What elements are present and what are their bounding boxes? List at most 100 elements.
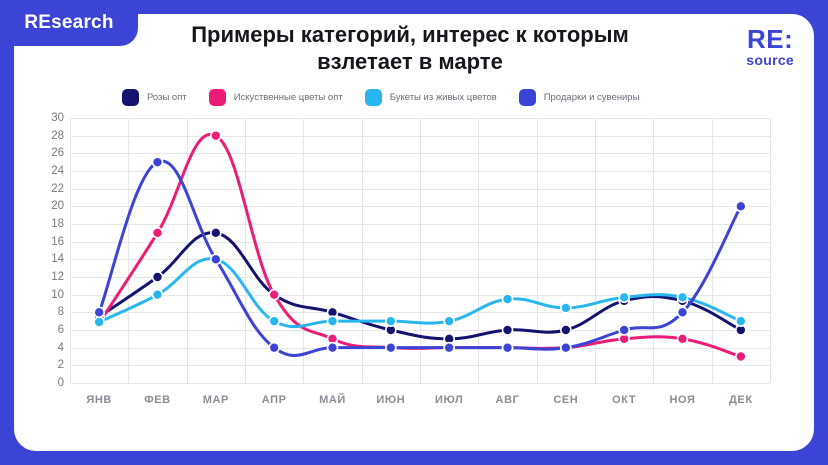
data-point[interactable] <box>385 315 397 327</box>
data-point[interactable] <box>151 227 164 239</box>
logo-main-text: RE: <box>747 24 794 54</box>
grid-line-vertical <box>361 118 363 383</box>
grid-line-vertical <box>128 118 130 383</box>
chart-gridlines <box>70 118 771 384</box>
chart-legend: Розы опт Искуственные цветы опт Букеты из … <box>122 89 798 106</box>
data-point[interactable] <box>210 227 222 239</box>
data-point[interactable] <box>560 324 572 336</box>
grid-line-vertical <box>536 118 538 383</box>
x-axis-tick-label: МАЙ <box>319 394 346 406</box>
data-point[interactable] <box>268 288 280 301</box>
grid-line-vertical <box>303 118 305 383</box>
y-axis-tick-label: 2 <box>57 359 64 372</box>
y-axis-tick-label: 18 <box>51 218 64 230</box>
data-point[interactable] <box>93 306 105 319</box>
x-axis-tick-label: АПР <box>261 394 287 406</box>
grid-line-vertical <box>186 118 188 383</box>
data-point[interactable] <box>618 324 630 336</box>
x-axis-ticks: ЯНВ ФЕВ МАР АПР МАЙ ИЮН ИЮЛ АВГ СЕН ОКТ НОЯ ДЕК <box>70 394 770 414</box>
x-axis-tick-label: ОКТ <box>612 394 637 406</box>
y-axis-tick-label: 22 <box>51 182 64 195</box>
data-point[interactable] <box>151 288 164 301</box>
series-line <box>97 159 743 358</box>
data-point[interactable] <box>151 271 164 283</box>
grid-line-vertical <box>70 118 71 383</box>
data-point[interactable] <box>618 291 630 304</box>
data-point[interactable] <box>326 341 339 354</box>
data-point[interactable] <box>560 341 572 354</box>
y-axis-tick-label: 16 <box>51 235 64 248</box>
data-point[interactable] <box>676 291 689 304</box>
data-point[interactable] <box>210 129 222 142</box>
legend-swatch-icon <box>518 89 536 106</box>
y-axis-tick-label: 6 <box>57 324 64 336</box>
y-axis-tick-label: 24 <box>51 165 64 177</box>
grid-line-vertical <box>478 118 480 383</box>
y-axis-tick-label: 4 <box>57 341 64 354</box>
y-axis-tick-label: 30 <box>51 112 64 124</box>
x-axis-tick-label: ИЮЛ <box>434 394 464 406</box>
grid-line-vertical <box>770 118 771 383</box>
data-point[interactable] <box>501 293 514 305</box>
y-axis-ticks: 30 28 26 24 22 20 18 16 14 12 10 8 6 4 2 0 <box>34 112 64 389</box>
legend-item[interactable]: Розы опт <box>122 89 187 106</box>
brand-tab-label: REsearch <box>24 12 114 33</box>
data-point[interactable] <box>268 341 280 354</box>
data-point[interactable] <box>385 341 397 354</box>
y-axis-tick-label: 20 <box>51 200 64 213</box>
line-chart-canvas <box>93 129 747 363</box>
y-axis-tick-label: 12 <box>51 271 64 283</box>
data-point[interactable] <box>151 156 164 168</box>
x-axis-tick-label: ФЕВ <box>144 394 171 406</box>
y-axis-tick-label: 14 <box>51 253 64 266</box>
series-line <box>97 257 743 329</box>
data-point[interactable] <box>735 350 747 363</box>
data-point[interactable] <box>93 316 105 328</box>
grid-line-horizontal <box>70 383 770 384</box>
x-axis-tick-label: АВГ <box>495 394 520 406</box>
legend-item[interactable]: Букеты из живых цветов <box>364 89 497 106</box>
grid-line-vertical <box>711 118 713 383</box>
x-axis-tick-label: НОЯ <box>669 394 696 406</box>
legend-label: Продарки и сувениры <box>543 92 640 103</box>
grid-line-vertical <box>245 118 246 383</box>
legend-item[interactable]: Продарки и сувениры <box>518 89 640 106</box>
x-axis-tick-label: МАР <box>202 394 229 406</box>
content-card <box>14 14 814 451</box>
grid-line-vertical <box>653 118 655 383</box>
data-point[interactable] <box>326 315 339 327</box>
data-point[interactable] <box>735 315 747 327</box>
chart-title: Примеры категорий, интерес к которым взл… <box>191 22 629 74</box>
data-point[interactable] <box>560 302 572 314</box>
legend-label: Искуственные цветы опт <box>233 92 343 103</box>
legend-swatch-icon <box>208 89 226 106</box>
y-axis-tick-label: 10 <box>51 288 64 301</box>
y-axis-tick-label: 8 <box>57 306 64 319</box>
data-point[interactable] <box>443 315 455 327</box>
x-axis-tick-label: СЕН <box>553 394 579 406</box>
resource-logo: RE: source <box>746 24 794 69</box>
legend-label: Розы опт <box>147 92 187 103</box>
x-axis-tick-label: ИЮН <box>376 394 406 406</box>
data-point[interactable] <box>735 200 747 213</box>
legend-swatch-icon <box>364 89 382 106</box>
data-point[interactable] <box>268 315 280 327</box>
x-axis-tick-label: ЯНВ <box>86 394 112 406</box>
legend-label: Букеты из живых цветов <box>389 92 497 103</box>
y-axis-tick-label: 0 <box>57 377 64 389</box>
legend-item[interactable]: Искуственные цветы опт <box>208 89 343 106</box>
data-point[interactable] <box>501 324 514 336</box>
logo-sub-text: source <box>746 52 794 69</box>
data-point[interactable] <box>501 341 514 354</box>
data-point[interactable] <box>676 306 689 319</box>
y-axis-tick-label: 26 <box>51 147 64 160</box>
legend-swatch-icon <box>122 89 139 106</box>
brand-tab: REsearch <box>0 0 138 46</box>
grid-line-vertical <box>420 118 421 383</box>
x-axis-tick-label: ДЕК <box>728 394 753 406</box>
data-point[interactable] <box>443 341 455 354</box>
data-point[interactable] <box>210 253 222 266</box>
y-axis-tick-label: 28 <box>51 129 64 142</box>
data-point[interactable] <box>676 333 689 345</box>
